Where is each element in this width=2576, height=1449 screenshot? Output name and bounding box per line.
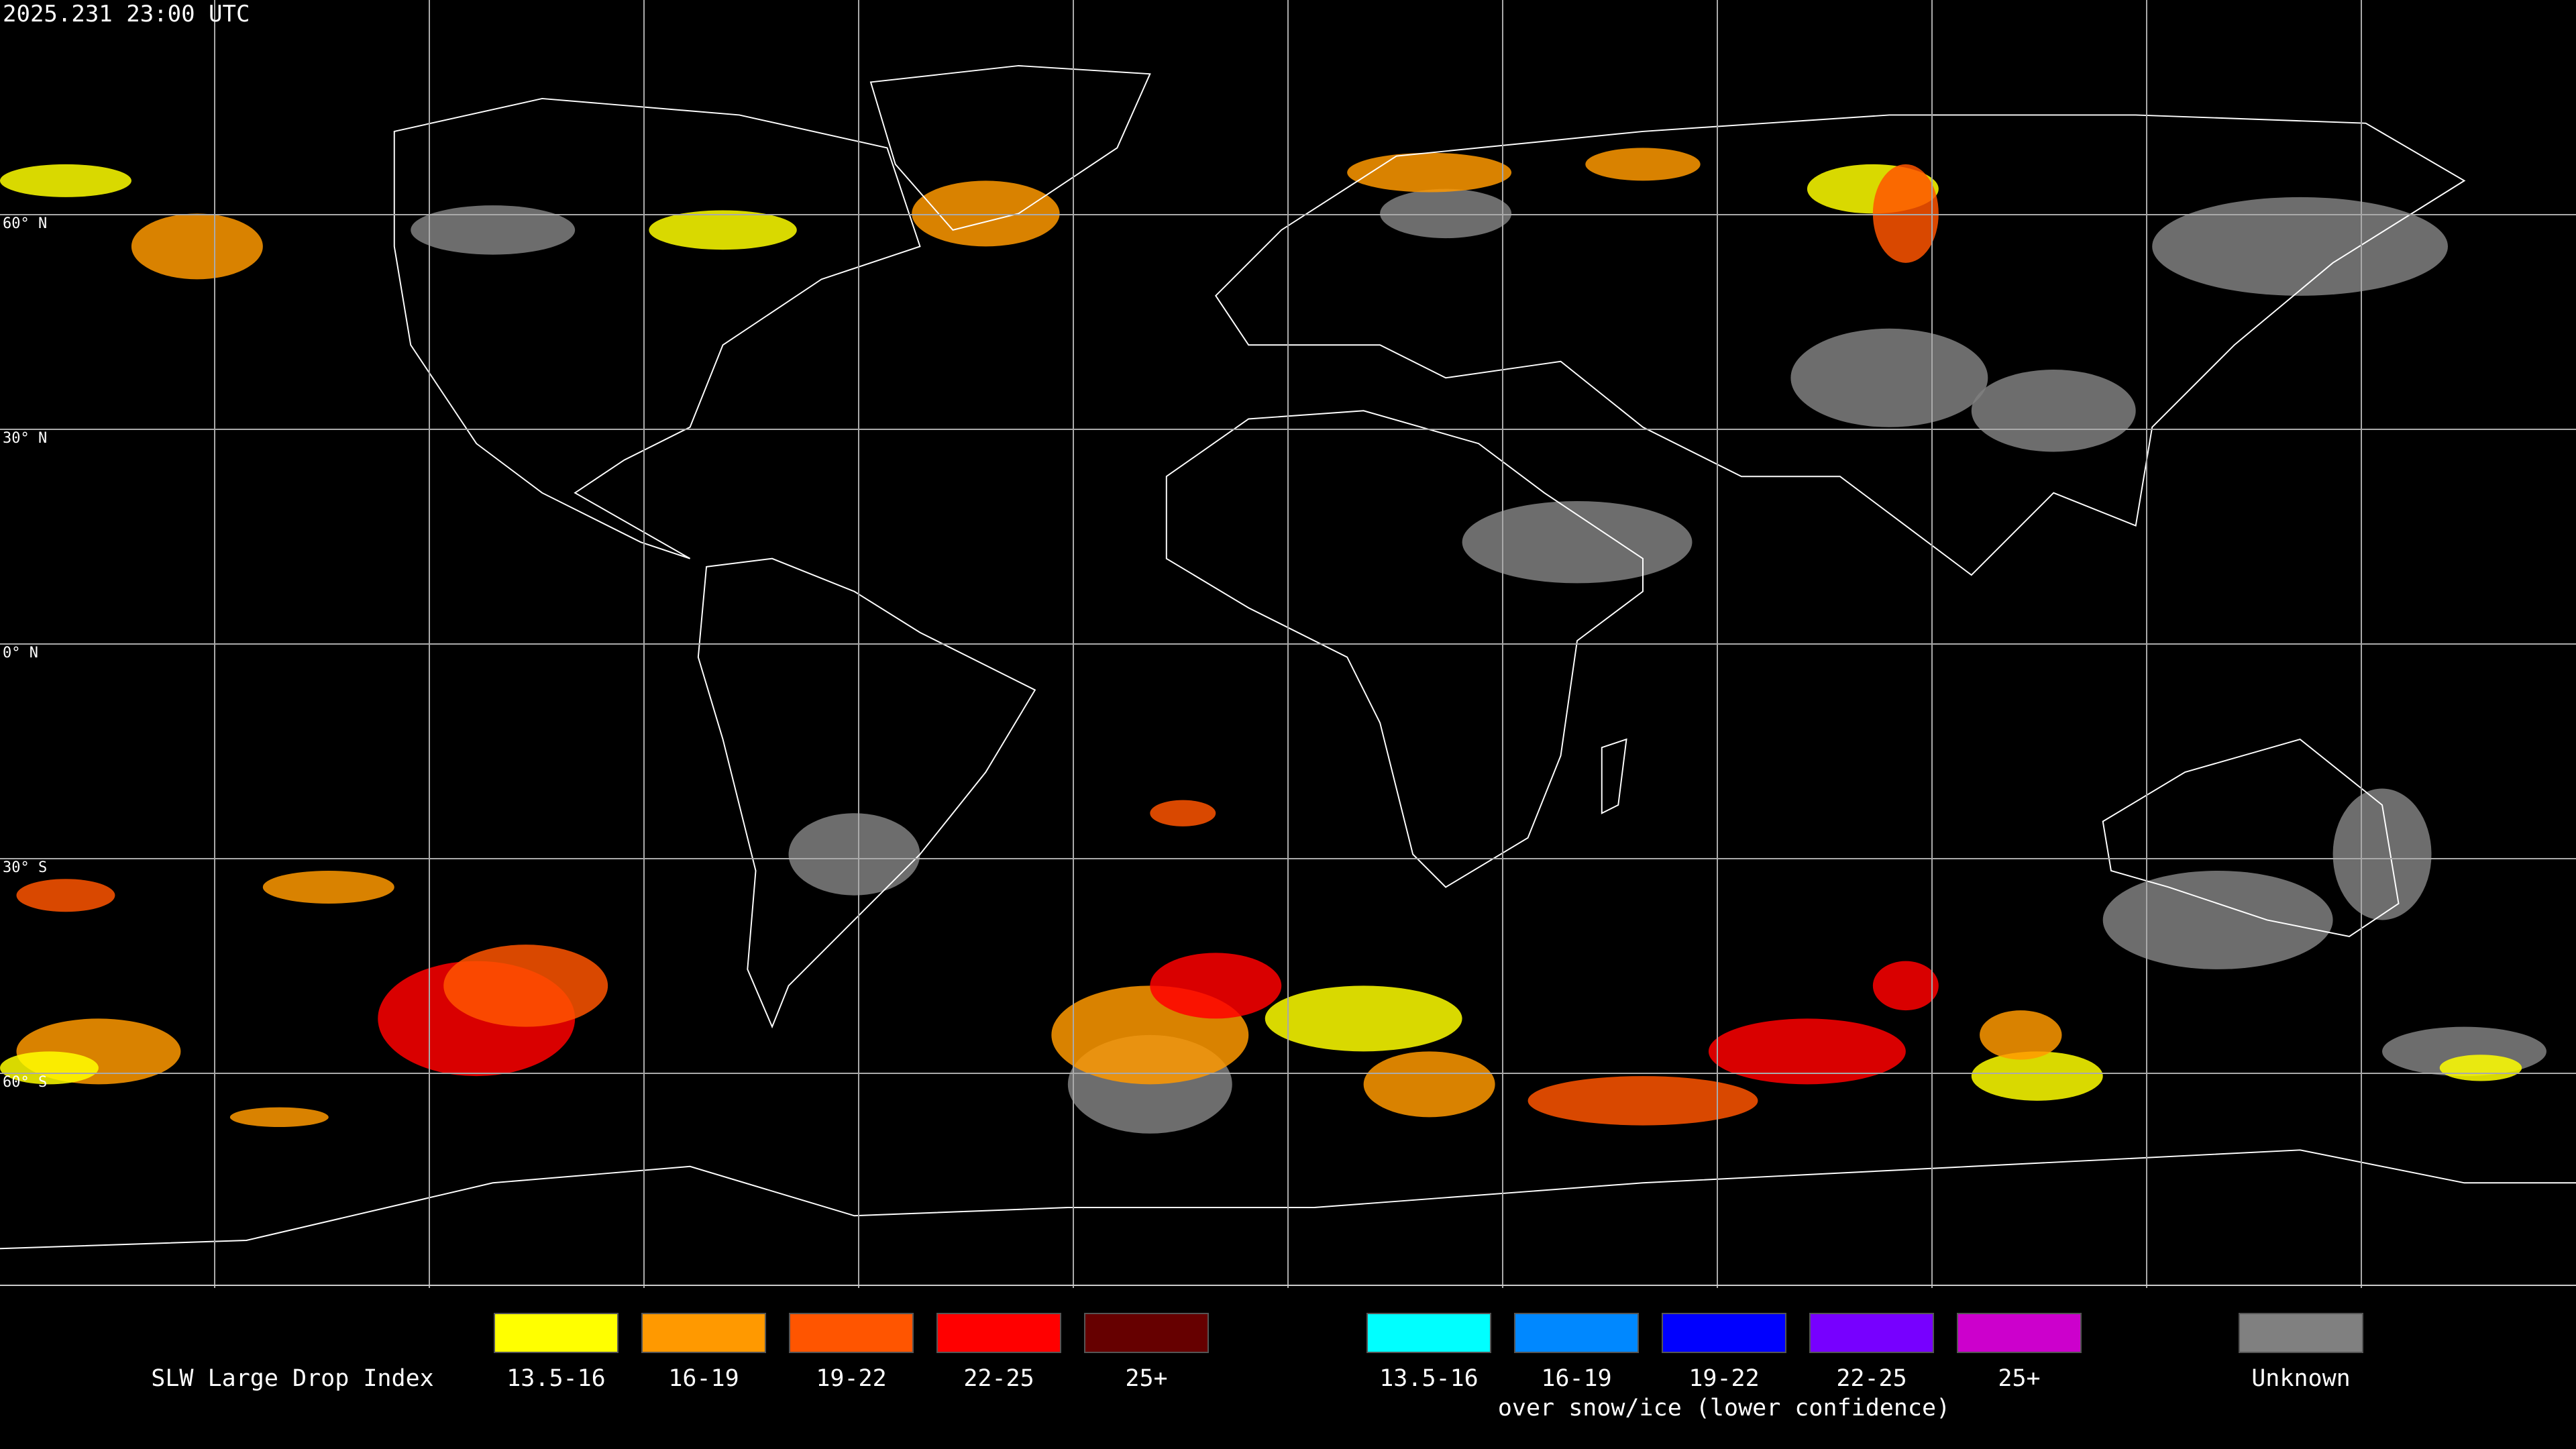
latitude-label: 60° S: [3, 1074, 47, 1091]
latitude-label: 30° N: [3, 430, 47, 447]
legend-caption: over snow/ice (lower confidence): [1498, 1395, 1950, 1421]
legend-swatch: [1662, 1313, 1786, 1353]
legend-swatch: [1514, 1313, 1639, 1353]
legend-label: 13.5-16: [506, 1365, 606, 1392]
coastline: [697, 557, 1036, 1029]
legend-label: 19-22: [1688, 1365, 1759, 1392]
latitude-label: 60° N: [3, 215, 47, 232]
legend-swatch: [1957, 1313, 2082, 1353]
cloud-region: [1527, 1076, 1758, 1126]
cloud-region: [649, 210, 797, 250]
cloud-region: [2439, 1055, 2522, 1081]
legend-swatch: [789, 1313, 914, 1353]
cloud-region: [1363, 1051, 1495, 1118]
cloud-region: [1150, 953, 1282, 1019]
world-map: 60° N 30° N 0° N 30° S 60° S: [0, 0, 2576, 1288]
legend-title: SLW Large Drop Index: [151, 1365, 433, 1392]
latitude-label: 0° N: [3, 645, 38, 661]
legend-label: 13.5-16: [1379, 1365, 1479, 1392]
legend-swatch: [2239, 1313, 2363, 1353]
legend-label: 22-25: [1836, 1365, 1907, 1392]
cloud-region: [912, 180, 1060, 247]
cloud-region: [1872, 164, 1939, 263]
coastline: [393, 97, 921, 559]
coastline: [0, 1149, 2576, 1250]
legend-label: Unknown: [2251, 1365, 2351, 1392]
cloud-region: [411, 205, 576, 255]
legend-label: 19-22: [816, 1365, 886, 1392]
cloud-region: [229, 1107, 329, 1128]
cloud-region: [16, 879, 115, 912]
cloud-region: [1708, 1018, 1906, 1085]
cloud-region: [1380, 189, 1512, 239]
cloud-region: [1150, 800, 1216, 826]
legend-label: 22-25: [963, 1365, 1034, 1392]
latitude-label: 30° S: [3, 859, 47, 876]
coastline: [1214, 114, 2466, 576]
cloud-region: [1265, 985, 1462, 1052]
timestamp: 2025.231 23:00 UTC: [3, 1, 250, 28]
cloud-region: [2332, 788, 2432, 920]
cloud-region: [788, 813, 920, 896]
cloud-region: [1971, 370, 2136, 452]
legend-swatch: [1084, 1313, 1209, 1353]
coastline: [1165, 410, 1644, 888]
cloud-region: [0, 164, 131, 197]
legend-swatch: [1366, 1313, 1491, 1353]
cloud-region: [131, 213, 263, 280]
legend-label: 16-19: [1541, 1365, 1611, 1392]
legend-label: 25+: [1125, 1365, 1167, 1392]
cloud-region: [1462, 500, 1693, 584]
cloud-region: [2152, 197, 2449, 296]
coastline: [2102, 738, 2400, 937]
cloud-region: [1980, 1010, 2062, 1060]
legend: SLW Large Drop Index 13.5-16 16-19 19-22 22-…: [151, 1313, 2363, 1421]
cloud-region: [1971, 1051, 2103, 1101]
cloud-region: [262, 870, 394, 904]
cloud-region: [1585, 148, 1701, 181]
legend-label: 16-19: [668, 1365, 739, 1392]
legend-swatch: [494, 1313, 619, 1353]
cloud-region: [0, 1051, 99, 1085]
map-content: [0, 64, 2576, 1250]
cloud-region: [1872, 961, 1939, 1011]
cloud-region: [1347, 152, 1512, 193]
cloud-region: [1790, 328, 1988, 427]
cloud-region: [443, 945, 608, 1027]
cloud-region: [2102, 870, 2333, 969]
legend-label: 25+: [1998, 1365, 2040, 1392]
legend-swatch: [641, 1313, 766, 1353]
coastline: [1601, 738, 1627, 814]
coastline: [869, 64, 1151, 231]
legend-swatch: [1809, 1313, 1934, 1353]
legend-swatch: [936, 1313, 1061, 1353]
